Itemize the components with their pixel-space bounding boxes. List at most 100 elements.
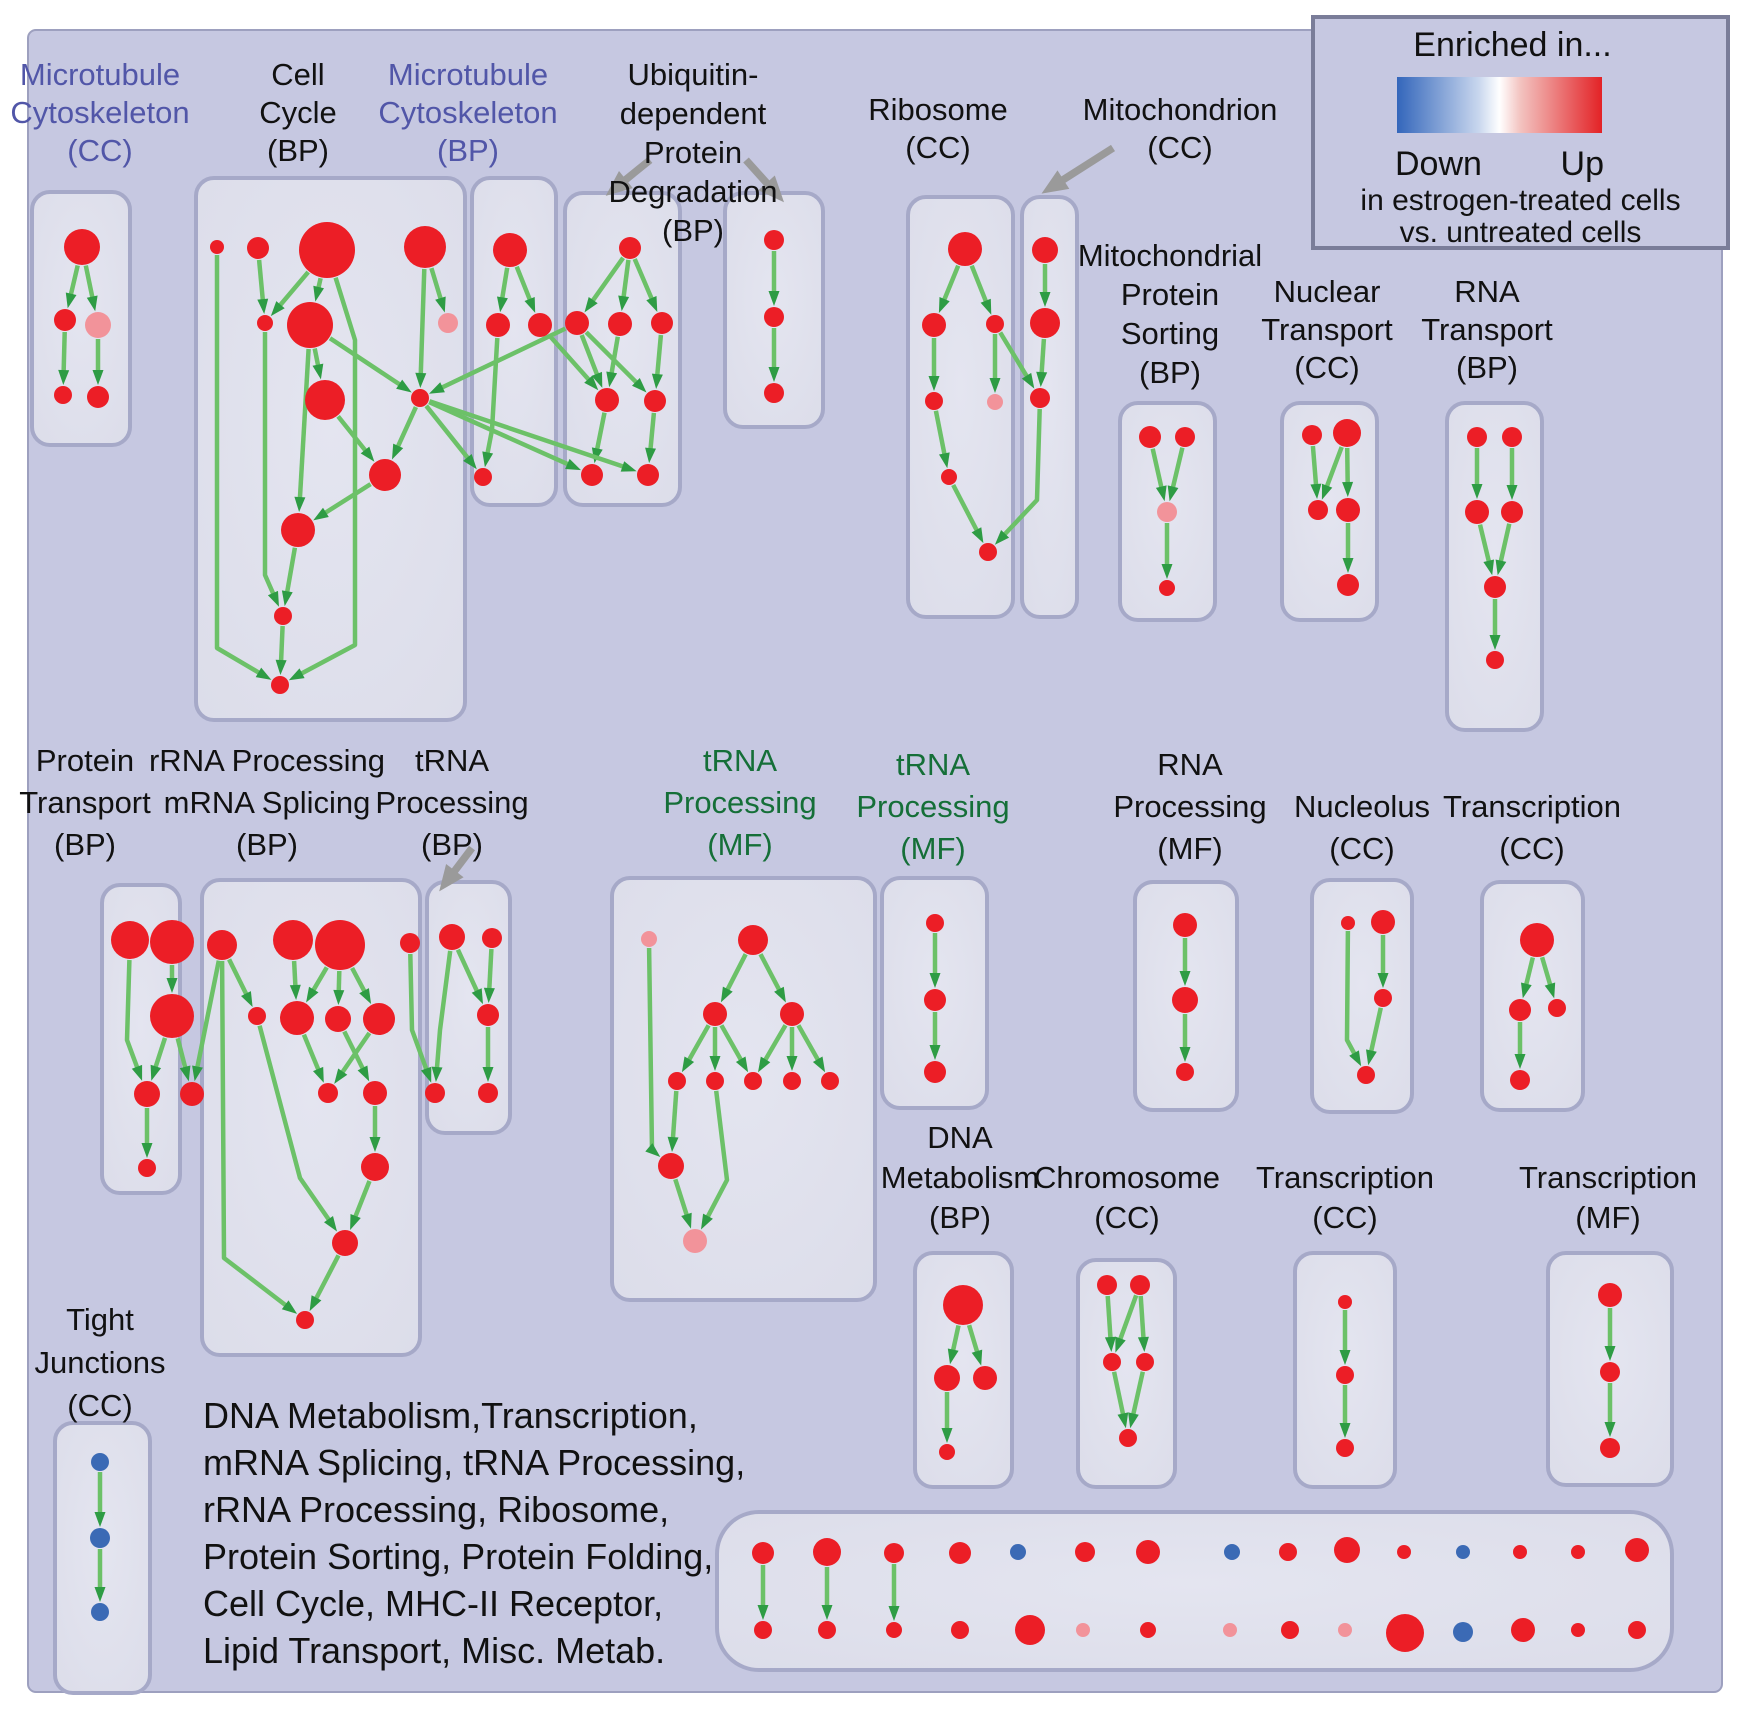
node-trna_mf1-6 [744,1072,762,1090]
cluster-label-mt_bp: Cytoskeleton [378,95,557,130]
edge-arrowhead [980,298,992,315]
edge-arrowhead [939,452,950,469]
edge [1477,524,1492,565]
edge-arrowhead [309,1295,322,1312]
edge [514,265,533,303]
node-rrna-9 [363,1081,387,1105]
cluster-label-transcription_cc2: (CC) [1312,1200,1377,1235]
edge [262,332,277,597]
edge-arrowhead [1377,973,1389,988]
cluster-label-nuc_trans: (CC) [1294,350,1359,385]
category-list-line: Protein Sorting, Protein Folding, [203,1536,713,1577]
gray-annotation-arrow-0-arrowhead [605,171,633,196]
cluster-label-prot_trans: Protein [36,743,134,778]
edge-arrowhead [1036,371,1048,387]
node-mito-2 [1030,388,1050,408]
edge [328,336,403,388]
edge-arrowhead [1310,483,1322,499]
node-rrna-3 [400,933,420,953]
cluster-label-ribosome: Ribosome [868,92,1008,127]
node-rna_trans-4 [1484,576,1506,598]
node-transcription_cc2-1 [1336,1366,1354,1384]
edge [1323,446,1344,490]
edge-arrowhead [357,1065,370,1082]
category-list-line: Lipid Transport, Misc. Metab. [203,1630,665,1671]
gray-annotation-arrow-2-arrowhead [1041,170,1070,194]
edge-arrowhead [1104,1336,1116,1352]
node-rrna-10 [361,1153,389,1181]
node-ribosome-4 [987,394,1003,410]
node-rna_proc-0 [1173,913,1197,937]
node-cell_cycle-0 [210,240,224,254]
edge [486,948,494,992]
edge [941,264,961,303]
cluster-label-rrna: rRNA Processing [149,743,385,778]
gray-annotation-arrow-2 [1058,144,1116,185]
node-prot_trans-3 [134,1081,160,1107]
cross-edge [438,326,567,391]
edge [796,1024,822,1064]
node-bottom_misc-12 [1136,1540,1160,1564]
edge-arrowhead [709,1056,721,1071]
node-rrna-4 [248,1007,266,1025]
category-list-line: Cell Cycle, MHC-II Receptor, [203,1583,663,1624]
cluster-label-trna_mf2: Processing [856,789,1009,824]
node-trna_mf1-9 [658,1153,684,1179]
legend-subtitle-2: vs. untreated cells [1400,216,1642,249]
node-trna_bp-0 [439,924,465,950]
edge [1111,1371,1126,1417]
edge-arrowhead [812,1056,826,1073]
node-rrna-8 [318,1083,338,1103]
node-mt_bp-0 [493,233,527,267]
edge-arrowhead [768,367,780,382]
node-ubiq1-1 [565,311,589,335]
node-prot_trans-1 [150,920,194,964]
node-bottom_misc-6 [949,1542,971,1564]
node-mt_cc-0 [64,229,100,265]
edge-arrowhead [1471,484,1483,499]
cluster-label-rna_trans: Transport [1421,312,1553,347]
edge-arrowhead [720,986,733,1003]
cross-edge [547,333,592,383]
edge [1539,956,1553,988]
node-rrna-11 [332,1230,358,1256]
edge-arrowhead [483,987,495,1003]
edge [336,970,342,994]
edge-arrowhead [431,1066,443,1082]
edge-arrowhead [584,297,598,313]
node-rna_trans-5 [1486,651,1504,669]
cluster-label-rna_proc: (MF) [1157,831,1222,866]
edge [61,331,67,374]
node-cell_cycle-7 [411,389,429,407]
edge-arrowhead [971,1349,983,1366]
cluster-label-ubiq1: Protein [644,135,742,170]
node-nuc_trans-4 [1337,574,1359,596]
edge-arrowhead [131,1064,143,1081]
node-bottom_misc-21 [1386,1614,1424,1652]
edge-arrowhead [941,1428,953,1443]
edge-arrowhead [267,590,279,607]
edge-arrowhead [1117,1412,1129,1429]
cluster-box-tight_junc [53,1421,152,1695]
edge-arrowhead [1167,485,1179,502]
edge [719,1024,745,1064]
node-nuc_trans-2 [1308,500,1328,520]
edge [336,414,369,454]
cluster-label-mt_bp: Microtubule [388,57,548,92]
edge [278,625,285,664]
node-transcription_mf-2 [1600,1438,1620,1458]
gray-annotation-arrow-3-arrowhead [439,864,464,892]
node-rrna-7 [363,1003,395,1035]
node-mt_bp-3 [474,468,492,486]
edge-arrowhead [350,1214,361,1230]
cluster-label-ubiq1: dependent [620,96,767,131]
edge-arrowhead [92,370,104,385]
cluster-label-mito_sort: Mitochondrial [1078,238,1262,273]
cluster-box-mt_cc [30,190,132,447]
cross-edge-arrowhead [463,454,477,470]
edge [297,348,311,501]
node-tight_junc-0 [91,1453,109,1471]
node-bottom_misc-3 [818,1621,836,1639]
edge [455,948,480,995]
cluster-label-mt_cc: (CC) [67,133,132,168]
